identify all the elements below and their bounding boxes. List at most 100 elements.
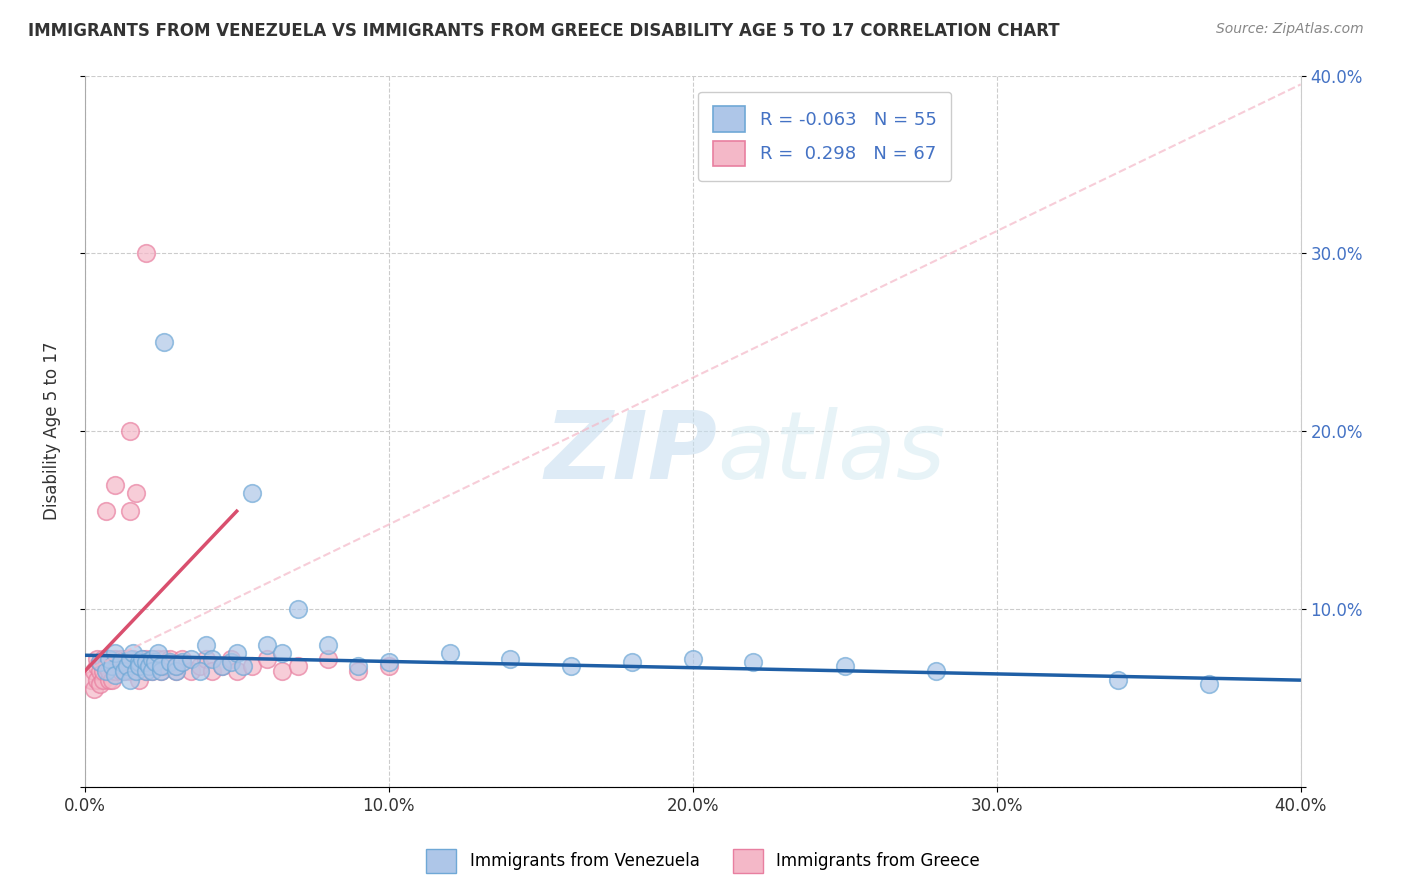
Point [141, 652, 163, 666]
Point [149, 659, 172, 673]
Point [141, 665, 163, 679]
Point [170, 656, 193, 670]
Point [152, 335, 174, 350]
Point [201, 652, 224, 666]
Point [180, 665, 202, 679]
Point [89, 656, 111, 670]
Point [83, 665, 105, 679]
Point [80, 673, 103, 687]
Point [271, 665, 294, 679]
Point [188, 665, 211, 679]
Point [141, 665, 163, 679]
Point [128, 659, 150, 673]
Point [165, 659, 187, 673]
Point [742, 656, 765, 670]
Point [98, 652, 121, 666]
Point [86, 659, 108, 673]
Point [98, 665, 121, 679]
Point [141, 652, 163, 666]
Point [240, 659, 263, 673]
Point [86, 673, 108, 687]
Point [165, 665, 187, 679]
Point [188, 659, 211, 673]
Point [149, 665, 172, 679]
Point [120, 673, 142, 687]
Point [143, 659, 166, 673]
Point [377, 659, 399, 673]
Point [110, 656, 132, 670]
Point [143, 656, 166, 670]
Point [112, 665, 135, 679]
Point [135, 665, 157, 679]
Point [834, 659, 856, 673]
Point [138, 659, 160, 673]
Point [1198, 676, 1220, 690]
Point [499, 652, 522, 666]
Point [104, 647, 127, 661]
Point [135, 652, 157, 666]
Point [135, 656, 157, 670]
Point [94, 665, 117, 679]
Point [89, 676, 111, 690]
Text: ZIP: ZIP [544, 407, 717, 499]
Point [101, 673, 124, 687]
Text: IMMIGRANTS FROM VENEZUELA VS IMMIGRANTS FROM GREECE DISABILITY AGE 5 TO 17 CORRE: IMMIGRANTS FROM VENEZUELA VS IMMIGRANTS … [28, 22, 1060, 40]
Point [122, 652, 145, 666]
Point [86, 652, 108, 666]
Point [128, 656, 150, 670]
Point [101, 659, 124, 673]
Point [117, 659, 139, 673]
Point [94, 659, 117, 673]
Point [122, 647, 145, 661]
Point [138, 659, 160, 673]
Point [225, 665, 247, 679]
Point [107, 659, 129, 673]
Point [152, 652, 174, 666]
Point [112, 665, 135, 679]
Point [91, 673, 114, 687]
Point [83, 681, 105, 696]
Point [225, 647, 247, 661]
Point [256, 652, 278, 666]
Point [287, 659, 309, 673]
Point [256, 638, 278, 652]
Point [120, 665, 142, 679]
Point [110, 665, 132, 679]
Point [131, 652, 153, 666]
Point [98, 652, 121, 666]
Point [232, 659, 254, 673]
Point [620, 656, 643, 670]
Point [149, 665, 172, 679]
Point [125, 486, 148, 500]
Point [112, 659, 135, 673]
Point [104, 652, 127, 666]
Point [110, 652, 132, 666]
Point [131, 652, 153, 666]
Point [347, 665, 370, 679]
Point [104, 665, 127, 679]
Point [287, 602, 309, 616]
Point [128, 659, 150, 673]
Point [347, 659, 370, 673]
Point [925, 665, 948, 679]
Point [120, 424, 142, 438]
Point [125, 665, 148, 679]
Point [219, 656, 242, 670]
Point [682, 652, 704, 666]
Point [120, 504, 142, 518]
Point [149, 659, 172, 673]
Text: atlas: atlas [717, 407, 945, 498]
Point [165, 659, 187, 673]
Point [195, 652, 218, 666]
Point [120, 652, 142, 666]
Point [211, 659, 233, 673]
Legend: R = -0.063   N = 55, R =  0.298   N = 67: R = -0.063 N = 55, R = 0.298 N = 67 [699, 92, 952, 181]
Point [377, 656, 399, 670]
Point [211, 659, 233, 673]
Point [316, 638, 339, 652]
Point [159, 656, 181, 670]
Point [201, 665, 224, 679]
Text: Source: ZipAtlas.com: Source: ZipAtlas.com [1216, 22, 1364, 37]
Point [104, 668, 127, 682]
Point [146, 652, 169, 666]
